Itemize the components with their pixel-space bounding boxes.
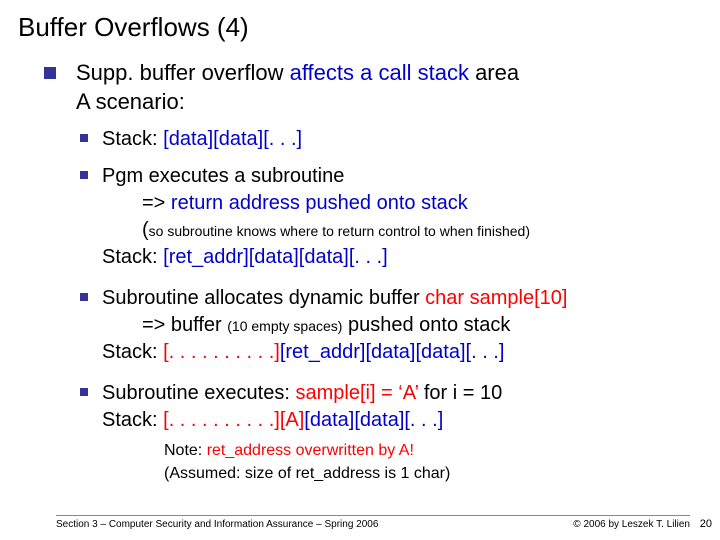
slide-title: Buffer Overflows (4) [0, 0, 720, 59]
line1: Pgm executes a subroutine [102, 165, 344, 187]
note-red: ret_address overwritten by A! [207, 442, 414, 459]
overwritten-a: [A] [280, 409, 304, 431]
stack-after-push: [ret_addr][data][data][. . .] [163, 246, 388, 268]
slide-body: Supp. buffer overflow affects a call sta… [0, 59, 720, 485]
stack-label: Stack: [102, 246, 163, 268]
l1a: Subroutine allocates dynamic buffer [102, 287, 425, 309]
note-label: Note: [164, 442, 207, 459]
char-sample: char sample[10] [425, 287, 567, 309]
label: Stack: [102, 128, 163, 150]
bullet-pgm-exec: Pgm executes a subroutine => return addr… [80, 163, 680, 271]
stack-label: Stack: [102, 409, 163, 431]
buf-slots: [. . . . . . . . . .] [163, 341, 280, 363]
note-block: Note: ret_address overwritten by A! (Ass… [164, 440, 680, 485]
ret-pushed: return address pushed onto stack [171, 192, 468, 214]
bullet-icon [80, 293, 88, 301]
footer: Section 3 – Computer Security and Inform… [56, 515, 690, 530]
buf-slots: [. . . . . . . . . .] [163, 409, 280, 431]
l2a: => buffer [142, 314, 227, 336]
text: Stack: [data][data][. . .] [102, 126, 302, 153]
intro-pre: Supp. buffer overflow [76, 60, 290, 85]
bullet-overflow-write: Subroutine executes: sample[i] = ‘A’ for… [80, 380, 680, 434]
bullet-stack-initial: Stack: [data][data][. . .] [80, 126, 680, 153]
bullet-intro: Supp. buffer overflow affects a call sta… [44, 59, 680, 116]
stack-rest: [ret_addr][data][data][. . .] [280, 341, 505, 363]
text: Pgm executes a subroutine => return addr… [102, 163, 530, 271]
buf-empty: (10 empty spaces) [227, 318, 342, 334]
note-assume: (Assumed: size of ret_address is 1 char) [164, 465, 450, 482]
stack-rest: [data][data][. . .] [304, 409, 443, 431]
arrow: => [142, 192, 171, 214]
text: Subroutine allocates dynamic buffer char… [102, 285, 567, 366]
bullet-icon [80, 388, 88, 396]
l2c: pushed onto stack [342, 314, 510, 336]
bullet-icon [80, 134, 88, 142]
bullet-icon [44, 67, 56, 79]
stack-label: Stack: [102, 341, 163, 363]
sample-assign: sample[i] = ‘A’ [295, 382, 418, 404]
note-small: so subroutine knows where to return cont… [149, 223, 530, 239]
l1c: for i = 10 [418, 382, 502, 404]
bullet-icon [80, 171, 88, 179]
footer-right: © 2006 by Leszek T. Lilien [573, 519, 690, 530]
bullet-alloc-buffer: Subroutine allocates dynamic buffer char… [80, 285, 680, 366]
paren: ( [142, 219, 149, 241]
page-number: 20 [700, 518, 712, 530]
stack-data: [data][data][. . .] [163, 128, 302, 150]
intro-text: Supp. buffer overflow affects a call sta… [76, 59, 519, 116]
text: Subroutine executes: sample[i] = ‘A’ for… [102, 380, 502, 434]
footer-left: Section 3 – Computer Security and Inform… [56, 519, 378, 530]
intro-affects: affects a call stack [290, 60, 469, 85]
l1a: Subroutine executes: [102, 382, 295, 404]
